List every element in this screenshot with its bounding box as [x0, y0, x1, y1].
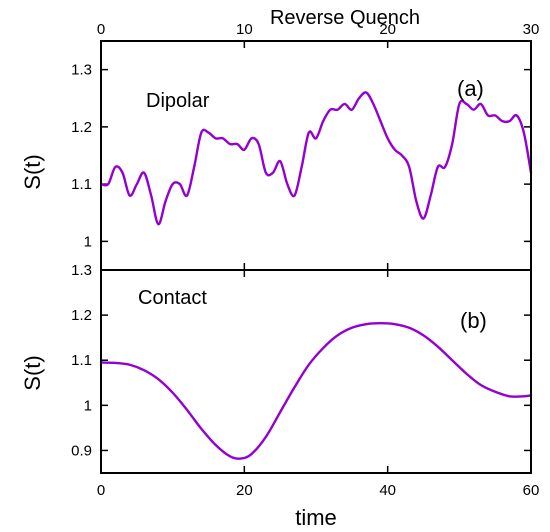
panel-b: 0 20 40 60 0.9 1 1.1 1.2 1.3 Contact (b) S(t) t… — [20, 262, 539, 530]
x-axis-label: time — [295, 505, 337, 530]
dipolar-series-line — [99, 91, 533, 226]
contact-series-line — [99, 322, 533, 460]
panel-a: Reverse Quench 0 10 20 30 1 1.1 1.2 1.3 Dipola… — [20, 7, 540, 271]
x-tick-label: 10 — [236, 21, 253, 38]
panel-label-b: (b) — [460, 308, 487, 333]
bottom-y-ticks: 0.9 1 1.1 1.2 1.3 — [71, 262, 531, 459]
x-tick-label: 30 — [523, 21, 540, 38]
y-tick-label: 1.3 — [71, 262, 92, 279]
panel-label-a: (a) — [457, 76, 484, 101]
chart-title: Reverse Quench — [270, 7, 420, 29]
x-tick-label: 60 — [523, 482, 540, 499]
y-tick-label: 1.2 — [71, 119, 92, 136]
y-tick-label: 0.9 — [71, 442, 92, 459]
annotation-dipolar: Dipolar — [146, 90, 210, 112]
x-tick-label: 0 — [97, 482, 105, 499]
x-tick-label: 40 — [379, 482, 396, 499]
x-tick-label: 20 — [379, 21, 396, 38]
annotation-contact: Contact — [138, 287, 207, 309]
bottom-y-axis-label: S(t) — [20, 355, 45, 390]
bottom-plot-frame — [100, 269, 532, 474]
y-tick-label: 1.1 — [71, 176, 92, 193]
y-tick-label: 1.1 — [71, 352, 92, 369]
y-tick-label: 1.3 — [71, 62, 92, 79]
y-tick-label: 1.2 — [71, 307, 92, 324]
y-tick-label: 1 — [84, 233, 92, 250]
x-tick-label: 0 — [97, 21, 105, 38]
y-tick-label: 1 — [84, 397, 92, 414]
top-x-ticks: 0 10 20 30 — [97, 21, 540, 270]
x-tick-label: 20 — [236, 482, 253, 499]
top-y-axis-label: S(t) — [20, 154, 45, 189]
